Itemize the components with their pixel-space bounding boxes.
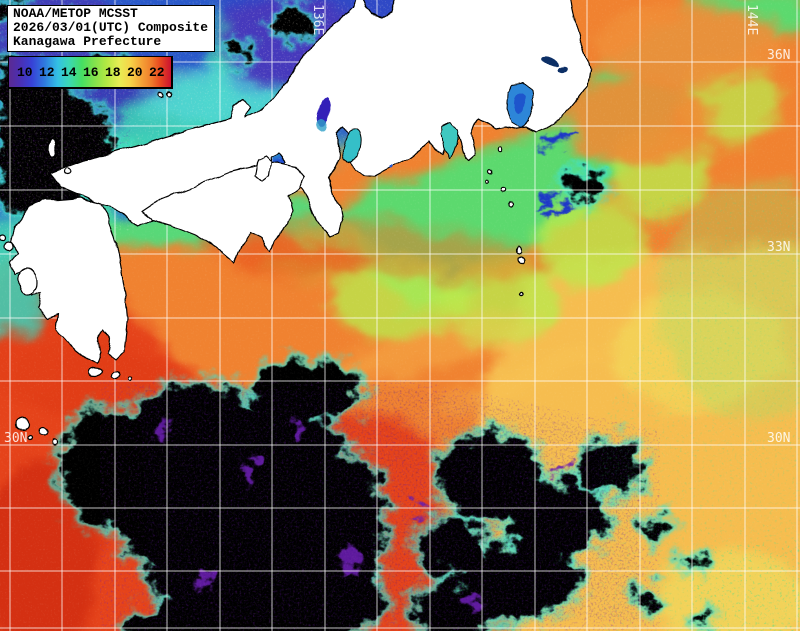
lake-kasumigaura [542,56,560,68]
shikoku-landmass [141,161,304,263]
kyushu-landmass [9,197,129,365]
tick-18: 18 [105,64,121,80]
lon-label-144e: 144E [744,4,759,35]
lat-label-36n: 36N [767,48,790,63]
grid-labels: 136E 144E 36N 33N 30N 30N [4,4,790,446]
land-layer [0,0,591,446]
lakes [317,56,568,169]
product-name: NOAA/METOP MCSST [13,6,138,21]
tick-20: 20 [127,64,143,80]
lon-label-136e: 136E [310,4,325,35]
lat-label-30n-left: 30N [4,431,27,446]
tick-14: 14 [61,64,77,80]
suruga-bay [441,121,459,159]
tokyo-bay [505,83,535,129]
lat-label-30n-right: 30N [767,431,790,446]
tick-16: 16 [83,64,99,80]
tick-22: 22 [149,64,165,80]
ise-bay [341,129,363,163]
small-islands [0,91,525,446]
amakusa-islands [17,267,39,297]
temperature-colorbar: 10 12 14 16 18 20 22 [8,56,173,89]
lake-biwa [317,96,331,128]
tick-10: 10 [17,64,33,80]
lat-label-33n: 33N [767,240,790,255]
region-name: Kanagawa Prefecture [13,34,162,49]
date-composite: 2026/03/01(UTC) Composite [13,20,209,35]
awaji-island [254,155,273,183]
tick-12: 12 [39,64,55,80]
colorbar-ticks: 10 12 14 16 18 20 22 [9,57,171,87]
lake-hamana [390,165,394,169]
title-box: NOAA/METOP MCSST 2026/03/01(UTC) Composi… [7,5,216,52]
